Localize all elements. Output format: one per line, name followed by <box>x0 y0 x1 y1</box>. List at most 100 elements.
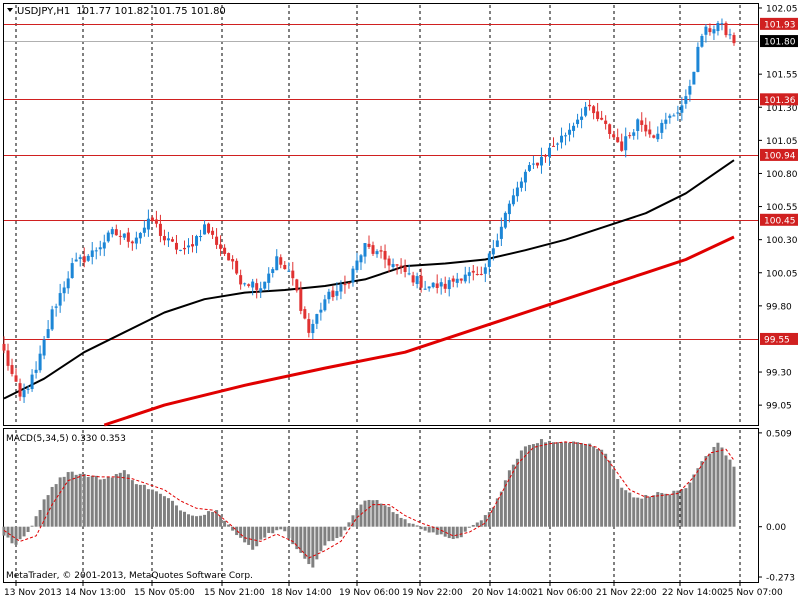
candle-bull <box>311 323 315 334</box>
macd-bar <box>407 523 411 527</box>
macd-bar <box>600 449 604 527</box>
macd-bar <box>335 526 339 539</box>
time-tick-label: 22 Nov 14:00 <box>662 588 723 598</box>
candle-bear <box>411 275 415 283</box>
macd-tick-label: 0.00 <box>766 523 786 533</box>
macd-bar <box>580 443 584 527</box>
macd-bar <box>58 477 62 527</box>
macd-bar <box>327 526 331 542</box>
macd-bar <box>515 458 519 527</box>
macd-bar <box>351 515 355 527</box>
candle-bull <box>263 281 267 289</box>
candle-bull <box>700 35 704 47</box>
candle-bull <box>259 288 263 292</box>
macd-bar <box>6 526 10 538</box>
candle-bull <box>187 245 191 248</box>
time-tick-label: 19 Nov 22:00 <box>402 588 463 598</box>
macd-bar <box>118 472 122 527</box>
price-level-tag <box>760 213 798 226</box>
macd-bar <box>10 526 14 544</box>
macd-bar <box>491 507 495 527</box>
time-tick-label: 21 Nov 22:00 <box>596 588 657 598</box>
macd-bar <box>259 526 263 540</box>
candle-bull <box>86 255 90 261</box>
macd-bar <box>323 526 327 546</box>
candle-bull <box>94 250 98 252</box>
macd-bar <box>435 526 439 535</box>
dropdown-arrow-icon[interactable] <box>7 8 13 12</box>
macd-bar <box>443 526 447 537</box>
price-tick-label: 100.55 <box>766 203 798 213</box>
macd-bar <box>38 509 42 527</box>
macd-bar <box>307 526 311 565</box>
candle-bear <box>235 260 239 274</box>
macd-bar <box>315 526 319 560</box>
candle-bull <box>519 181 523 188</box>
macd-bar <box>656 492 660 527</box>
candle-bull <box>122 233 126 238</box>
candle-bear <box>604 120 608 124</box>
candle-bear <box>170 239 174 242</box>
candle-bull <box>423 288 427 290</box>
candle-bear <box>227 253 231 261</box>
macd-bar <box>576 442 580 527</box>
macd-bar <box>371 500 375 527</box>
candle-bull <box>632 132 636 136</box>
candle-bull <box>178 249 182 251</box>
macd-bar <box>203 514 207 527</box>
candle-bear <box>283 265 287 270</box>
candle-bull <box>716 22 720 32</box>
candle-bear <box>14 375 18 382</box>
macd-bar <box>483 515 487 527</box>
macd-bar <box>535 443 539 527</box>
macd-bar <box>511 464 515 527</box>
macd-bar <box>411 523 415 527</box>
candle-bull <box>34 369 38 373</box>
macd-bar <box>231 526 235 531</box>
candle-bull <box>243 283 247 285</box>
macd-bar <box>239 526 243 538</box>
macd-bar <box>383 505 387 527</box>
time-tick-label: 25 Nov 07:00 <box>722 588 783 598</box>
price-level-tag <box>760 17 798 30</box>
macd-bar <box>375 500 379 527</box>
macd-bar <box>267 526 271 533</box>
price-levels <box>4 24 758 340</box>
macd-bar <box>712 446 716 527</box>
candle-bear <box>596 111 600 119</box>
macd-bar <box>367 499 371 527</box>
macd-bar <box>379 503 383 527</box>
macd-bar <box>391 512 395 527</box>
macd-bar <box>311 526 315 568</box>
macd-bar <box>620 487 624 527</box>
candle-bear <box>215 236 219 245</box>
candle-bull <box>38 353 42 371</box>
candle-bull <box>487 253 491 267</box>
macd-bar <box>395 513 399 527</box>
candle-bear <box>10 365 14 374</box>
macd-bar <box>732 466 736 527</box>
candle-bear <box>403 266 407 272</box>
macd-bar <box>552 442 556 527</box>
candle-bull <box>672 115 676 117</box>
candle-bear <box>387 258 391 266</box>
macd-bar <box>170 500 174 527</box>
candle-bull <box>166 238 170 241</box>
macd-bar <box>355 509 359 527</box>
macd-bar <box>243 526 247 543</box>
candle-bull <box>688 86 692 95</box>
macd-bar <box>479 520 483 527</box>
candle-bull <box>142 227 146 233</box>
candle-bear <box>130 241 134 244</box>
candle-bear <box>343 284 347 286</box>
macd-bar <box>187 514 191 527</box>
macd-bar <box>636 497 640 527</box>
macd-bar <box>138 484 142 527</box>
candle-bear <box>247 284 251 286</box>
candle-bear <box>443 283 447 289</box>
ma-slow-line <box>103 235 735 427</box>
candle-bear <box>239 275 243 285</box>
macd-bar <box>50 486 54 527</box>
time-axis: 13 Nov 2013 14 Nov 13:00 15 Nov 05:00 15 No… <box>4 582 783 598</box>
